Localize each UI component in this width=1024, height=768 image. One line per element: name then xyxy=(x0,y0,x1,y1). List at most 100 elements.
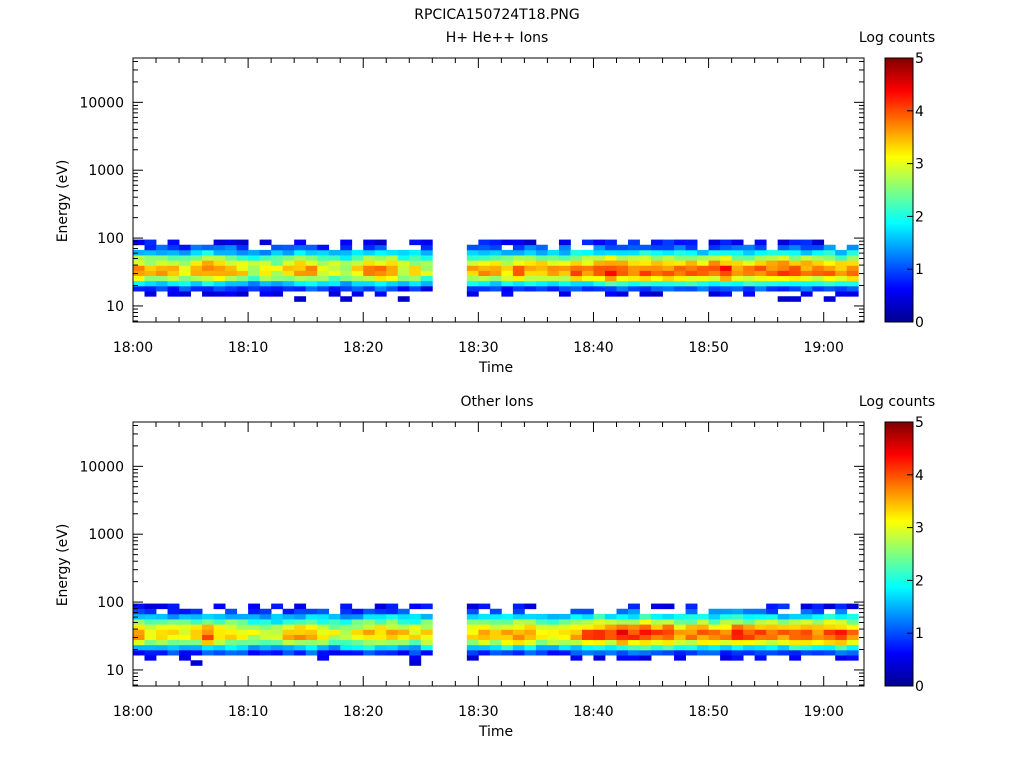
heatmap-cell xyxy=(593,639,606,646)
heatmap-cell xyxy=(317,639,330,646)
heatmap-cell xyxy=(651,291,663,297)
heatmap-cell xyxy=(812,603,825,610)
heatmap-cell xyxy=(777,639,790,646)
heatmap-cell xyxy=(800,639,813,646)
heatmap-cell xyxy=(777,275,790,282)
heatmap-cell xyxy=(754,608,767,615)
heatmap-cell xyxy=(604,634,617,641)
heatmap-cell xyxy=(259,239,272,246)
heatmap-cell xyxy=(144,280,157,287)
heatmap-cell xyxy=(639,260,652,266)
heatmap-cell xyxy=(213,249,226,256)
heatmap-cell xyxy=(558,260,571,266)
heatmap-cell xyxy=(547,260,560,266)
heatmap-cell xyxy=(708,265,721,271)
heatmap-cell xyxy=(835,291,848,297)
colorbar-tick-label: 5 xyxy=(915,415,924,431)
heatmap-cell xyxy=(167,608,180,615)
heatmap-cell xyxy=(616,624,629,630)
heatmap-cell xyxy=(731,649,744,656)
heatmap-cell xyxy=(512,639,525,646)
heatmap-cell xyxy=(179,275,191,282)
heatmap-cell xyxy=(766,644,779,651)
heatmap-cell xyxy=(466,613,479,620)
heatmap-cell xyxy=(202,613,214,620)
heatmap-cell xyxy=(743,280,756,287)
heatmap-cell xyxy=(628,603,640,610)
heatmap-cell xyxy=(374,603,387,610)
heatmap-cell xyxy=(685,249,698,256)
heatmap-cell xyxy=(271,249,284,256)
heatmap-cell xyxy=(478,613,491,620)
x-ticks: 18:00 18:10 18:20 18:30 18:40 18:50 19:00 xyxy=(113,58,848,356)
heatmap-cell xyxy=(628,634,640,641)
heatmap-cell xyxy=(248,649,261,656)
heatmap-cell xyxy=(777,649,790,656)
heatmap-cell xyxy=(731,608,744,615)
heatmap-cell xyxy=(708,644,721,651)
heatmap-cell xyxy=(328,639,341,646)
heatmap-cell xyxy=(570,634,583,641)
heatmap-cell xyxy=(351,613,364,620)
heatmap-cell xyxy=(374,249,387,256)
heatmap-cell xyxy=(236,265,249,271)
heatmap-cell xyxy=(374,285,387,292)
heatmap-cell xyxy=(501,644,514,651)
heatmap-cell xyxy=(397,275,410,282)
heatmap-cell xyxy=(386,634,399,641)
heatmap-cell xyxy=(363,249,376,256)
heatmap-cell xyxy=(754,239,767,246)
heatmap-cell xyxy=(271,624,284,630)
heatmap-cell xyxy=(708,244,721,251)
x-tick-label: 18:00 xyxy=(113,340,153,356)
heatmap-cell xyxy=(397,255,410,261)
heatmap-cell xyxy=(846,655,859,661)
heatmap-cell xyxy=(133,619,145,625)
heatmap-cell xyxy=(524,244,537,251)
heatmap-cell xyxy=(743,265,756,271)
heatmap-cell xyxy=(466,265,479,271)
colorbar-tick-label: 4 xyxy=(915,104,924,120)
heatmap-cell xyxy=(823,275,836,282)
colorbar-label: Log counts xyxy=(859,394,935,410)
heatmap-cell xyxy=(662,265,675,271)
heatmap-cell xyxy=(835,608,848,615)
heatmap-cell xyxy=(651,270,663,277)
heatmap-cell xyxy=(628,255,640,261)
y-tick-label: 10 xyxy=(106,299,124,315)
heatmap-cell xyxy=(789,244,802,251)
heatmap-cell xyxy=(501,255,514,261)
heatmap-cell xyxy=(190,270,203,277)
heatmap-cell xyxy=(478,260,491,266)
heatmap-cell xyxy=(248,285,261,292)
heatmap-cell xyxy=(340,280,353,287)
heatmap-cell xyxy=(213,634,226,641)
heatmap-cell xyxy=(708,280,721,287)
heatmap-cell xyxy=(800,260,813,266)
heatmap-cell xyxy=(604,629,617,635)
heatmap-cell xyxy=(144,249,157,256)
heatmap-cell xyxy=(800,649,813,656)
heatmap-cell xyxy=(777,265,790,271)
figure-title: RPCICA150724T18.PNG xyxy=(414,7,579,23)
heatmap-cell xyxy=(662,239,675,246)
heatmap-cell xyxy=(225,619,237,625)
heatmap-cell xyxy=(144,644,157,651)
heatmap-cell xyxy=(190,608,203,615)
heatmap-cell xyxy=(156,649,168,656)
heatmap-cell xyxy=(386,644,399,651)
heatmap-cell xyxy=(248,619,261,625)
heatmap-cell xyxy=(409,285,422,292)
heatmap-cell xyxy=(248,280,261,287)
heatmap-cell xyxy=(777,296,790,302)
heatmap-cell xyxy=(524,619,537,625)
y-tick-label: 10 xyxy=(106,663,124,679)
heatmap-cell xyxy=(386,265,399,271)
heatmap-cell xyxy=(628,624,640,630)
y-ticks: 10 100 1000 10000 xyxy=(79,424,864,686)
heatmap-cell xyxy=(420,603,433,610)
heatmap-cell xyxy=(374,239,387,246)
heatmap-cell xyxy=(340,603,353,610)
heatmap-cell xyxy=(697,613,709,620)
heatmap-cell xyxy=(754,644,767,651)
